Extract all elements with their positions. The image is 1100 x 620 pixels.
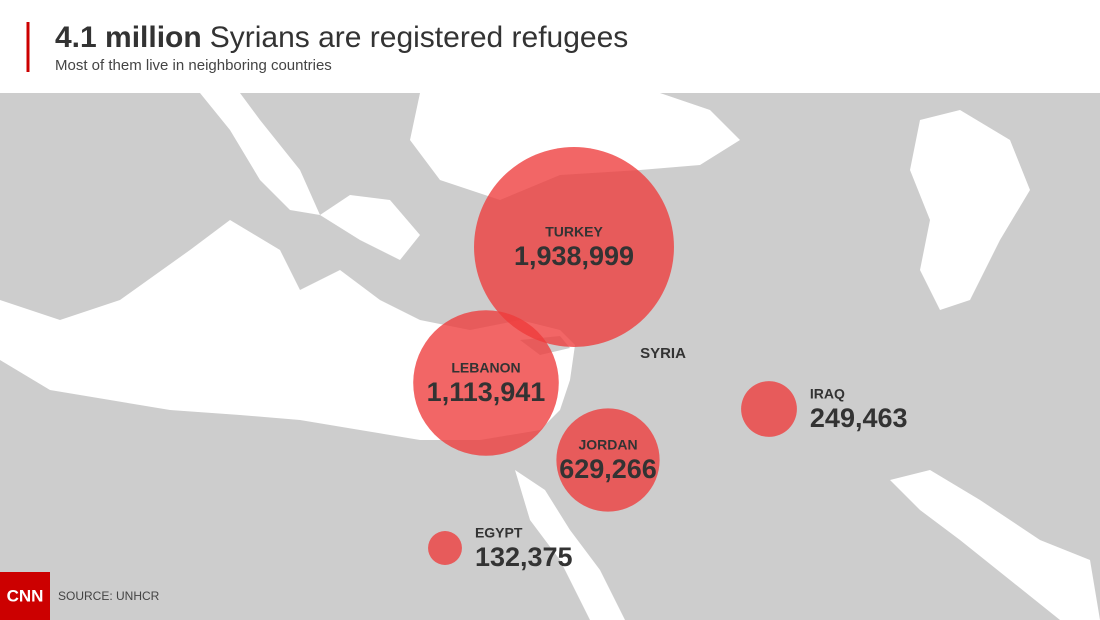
refugee-bubble bbox=[556, 408, 660, 512]
subtitle: Most of them live in neighboring countri… bbox=[55, 57, 332, 74]
refugee-count: 1,113,941 bbox=[427, 377, 546, 407]
title-bold: 4.1 million bbox=[55, 21, 202, 54]
cnn-logo bbox=[0, 572, 50, 620]
title-rest: Syrians are registered refugees bbox=[210, 21, 629, 54]
country-name: JORDAN bbox=[578, 437, 637, 453]
refugee-count: 629,266 bbox=[559, 454, 657, 484]
refugee-count: 132,375 bbox=[475, 542, 573, 572]
black-sea bbox=[410, 93, 740, 200]
adriatic-sea bbox=[200, 93, 320, 215]
persian-gulf bbox=[890, 470, 1100, 620]
red-sea bbox=[515, 470, 625, 620]
title: 4.1 million Syrians are registered refuge… bbox=[55, 21, 628, 54]
map: SYRIA bbox=[0, 93, 1100, 620]
syria-label: SYRIA bbox=[640, 345, 686, 362]
country-name: TURKEY bbox=[545, 224, 603, 240]
refugee-count: 1,938,999 bbox=[514, 241, 634, 271]
aegean-sea bbox=[320, 195, 420, 260]
caspian-sea bbox=[910, 110, 1030, 310]
country-name: IRAQ bbox=[810, 386, 845, 402]
country-name: LEBANON bbox=[451, 360, 520, 376]
source: SOURCE: UNHCR bbox=[58, 589, 160, 603]
refugee-bubble bbox=[741, 381, 797, 437]
country-name: EGYPT bbox=[475, 525, 523, 541]
refugee-bubble bbox=[474, 147, 674, 347]
refugee-bubble bbox=[428, 531, 462, 565]
refugee-count: 249,463 bbox=[810, 403, 908, 433]
bubble-layer bbox=[413, 147, 797, 565]
refugee-bubble bbox=[413, 310, 559, 456]
cnn-logo-text: CNN bbox=[7, 586, 44, 605]
